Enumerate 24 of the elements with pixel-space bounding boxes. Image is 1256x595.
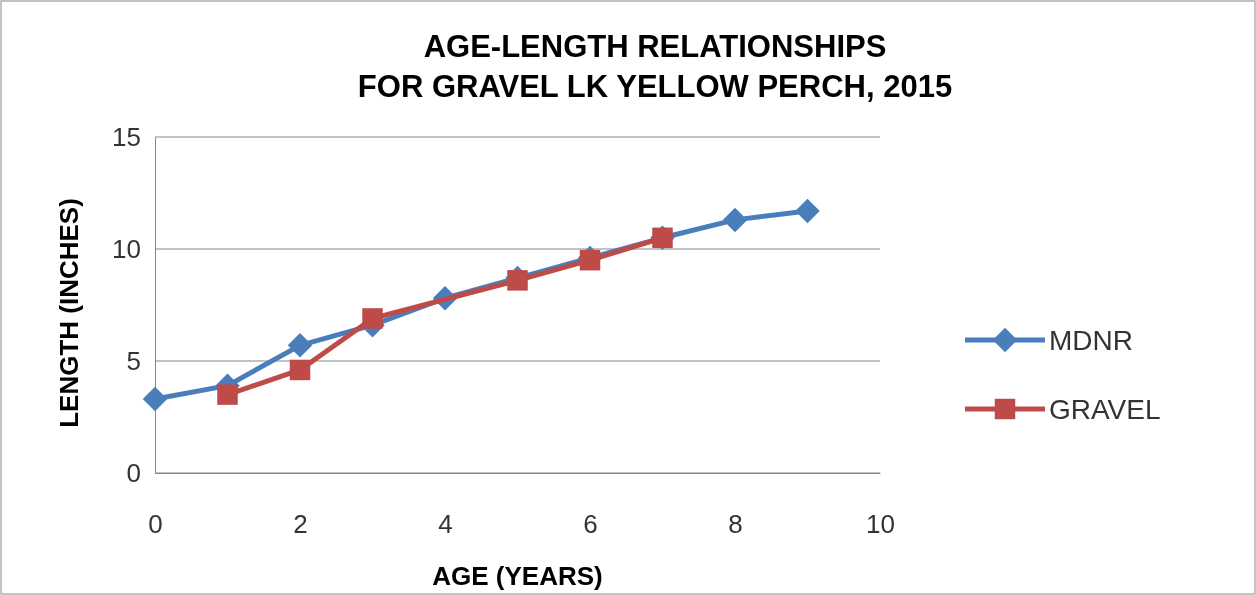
legend-label: GRAVEL [1049,394,1161,425]
legend-label: MDNR [1049,325,1133,356]
point [142,386,168,412]
point [579,249,601,271]
x-tick-label: 4 [438,509,453,540]
point [287,333,313,358]
point [795,198,820,224]
x-tick-label: 6 [583,509,598,540]
y-tick-label: 0 [126,457,141,488]
y-axis-title: LENGTH (INCHES) [54,198,84,428]
y-tick-label: 15 [112,121,141,152]
x-tick-label: 0 [148,509,163,540]
x-tick-label: 2 [293,509,308,540]
x-tick-label: 8 [728,509,743,540]
point [289,359,311,381]
x-tick-label: 10 [866,509,895,540]
y-tick-label: 5 [126,345,141,376]
point [362,308,383,329]
x-axis-title: AGE (YEARS) [432,561,603,591]
point [507,270,528,291]
point [217,384,238,405]
chart-title: AGE-LENGTH RELATIONSHIPS FOR GRAVEL LK YELLOW PERCH, 2015 [357,29,953,104]
point [722,207,748,233]
y-tick-label: 10 [112,233,141,264]
